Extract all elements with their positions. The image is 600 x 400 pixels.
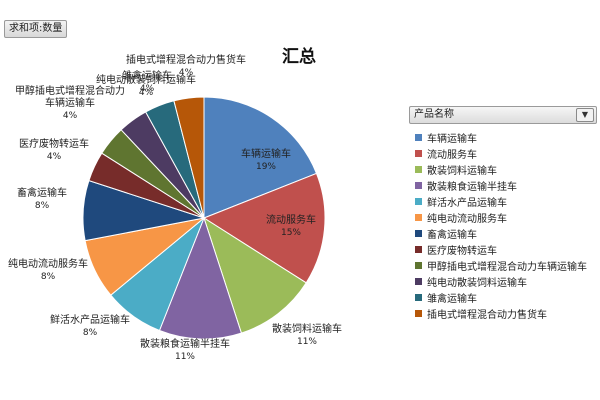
slice-percent-label: 19% (256, 162, 276, 172)
legend-label: 散装粮食运输半挂车 (427, 181, 517, 193)
slice-percent-label: 4% (139, 88, 154, 98)
slice-percent-label: 4% (179, 68, 194, 78)
legend-swatch (415, 229, 422, 237)
legend-swatch (415, 245, 422, 253)
slice-label-text: 纯电动散装饲料运输车 (96, 73, 196, 86)
slice-label-text: 车辆运输车 (241, 147, 291, 160)
slice-label: 纯电动流动服务车 8% (8, 257, 88, 282)
legend-label: 纯电动流动服务车 (427, 213, 507, 225)
legend-item[interactable]: 纯电动流动服务车 (409, 209, 597, 225)
pie-slice[interactable] (158, 216, 243, 340)
legend-swatch (415, 309, 422, 317)
legend-field-header[interactable]: 产品名称 ▼ (409, 106, 597, 124)
slice-label: 医疗废物转运车 4% (19, 137, 89, 162)
pie-slice[interactable] (203, 96, 318, 219)
slice-label: 鲜活水产品运输车 8% (50, 313, 130, 338)
slice-label-text: 插电式增程混合动力售货车 (126, 53, 246, 66)
legend-swatch (415, 181, 422, 189)
legend-item[interactable]: 散装饲料运输车 (409, 161, 597, 177)
slice-label-text: 车辆运输车 (45, 96, 95, 109)
legend-swatch (415, 293, 422, 301)
legend-label: 雏禽运输车 (427, 293, 477, 305)
slice-label: 散装饲料运输车 11% (272, 322, 342, 347)
slice-label-text: 雏禽运输车 (122, 69, 172, 82)
slice-label: 流动服务车 15% (266, 213, 316, 238)
slice-label-text: 医疗废物转运车 (19, 137, 89, 150)
legend-label: 散装饲料运输车 (427, 165, 497, 177)
pie-slice[interactable] (173, 96, 205, 219)
slice-percent-label: 15% (281, 228, 301, 238)
slice-label-text: 甲醇插电式增程混合动力 (15, 84, 125, 97)
legend-item[interactable]: 纯电动散装饲料运输车 (409, 273, 597, 289)
legend-label: 纯电动散装饲料运输车 (427, 277, 527, 289)
slice-label-text: 流动服务车 (266, 213, 316, 226)
legend-swatch (415, 149, 422, 157)
slice-percent-label: 11% (297, 337, 317, 347)
legend-item[interactable]: 车辆运输车 (409, 129, 597, 145)
slice-label-text: 纯电动流动服务车 (8, 257, 88, 270)
slice-percent-label: 8% (35, 201, 50, 211)
pie-slice[interactable] (203, 216, 307, 334)
legend-swatch (415, 261, 422, 269)
slice-label: 甲醇插电式增程混合动力车辆运输车 4% (15, 84, 125, 121)
legend-label: 流动服务车 (427, 149, 477, 161)
slice-percent-label: 8% (41, 272, 56, 282)
legend-item[interactable]: 甲醇插电式增程混合动力车辆运输车 (409, 257, 597, 273)
legend-item[interactable]: 流动服务车 (409, 145, 597, 161)
slice-label: 车辆运输车 19% (241, 147, 291, 172)
slice-label: 散装粮食运输半挂车 11% (140, 337, 230, 362)
slice-label: 雏禽运输车 4% (122, 69, 172, 94)
slice-percent-label: 11% (175, 352, 195, 362)
legend-label: 车辆运输车 (427, 133, 477, 145)
legend-item[interactable]: 雏禽运输车 (409, 289, 597, 305)
slice-percent-label: 4% (140, 84, 155, 94)
filter-dropdown-icon[interactable]: ▼ (576, 108, 594, 122)
slice-label: 畜禽运输车 8% (17, 186, 67, 211)
legend-swatch (415, 197, 422, 205)
legend-label: 插电式增程混合动力售货车 (427, 309, 547, 321)
legend-swatch (415, 165, 422, 173)
legend-label: 畜禽运输车 (427, 229, 477, 241)
slice-percent-label: 4% (47, 152, 62, 162)
slice-label-text: 畜禽运输车 (17, 186, 67, 199)
legend-item[interactable]: 医疗废物转运车 (409, 241, 597, 257)
legend-swatch (415, 213, 422, 221)
slice-label-text: 鲜活水产品运输车 (50, 313, 130, 326)
legend-header-label: 产品名称 (414, 109, 454, 120)
slice-label-text: 散装饲料运输车 (272, 322, 342, 335)
slice-percent-label: 4% (63, 111, 78, 121)
legend-label: 医疗废物转运车 (427, 245, 497, 257)
slice-label: 插电式增程混合动力售货车 4% (126, 53, 246, 78)
slice-label-text: 散装粮食运输半挂车 (140, 337, 230, 350)
legend-item[interactable]: 插电式增程混合动力售货车 (409, 305, 597, 321)
legend-item[interactable]: 畜禽运输车 (409, 225, 597, 241)
pie-slice[interactable] (202, 172, 326, 284)
chart-title: 汇总 (282, 47, 316, 67)
legend-label: 甲醇插电式增程混合动力车辆运输车 (427, 261, 587, 273)
legend-swatch (415, 133, 422, 141)
slice-percent-label: 8% (83, 328, 98, 338)
value-field-button[interactable]: 求和项:数量 (4, 20, 68, 38)
legend-item[interactable]: 鲜活水产品运输车 (409, 193, 597, 209)
legend-swatch (415, 277, 422, 285)
legend: 产品名称 ▼ 车辆运输车流动服务车散装饲料运输车散装粮食运输半挂车 鲜活水产品运输… (409, 106, 597, 321)
legend-item[interactable]: 散装粮食运输半挂车 (409, 177, 597, 193)
legend-label: 鲜活水产品运输车 (427, 197, 507, 209)
legend-items: 车辆运输车流动服务车散装饲料运输车散装粮食运输半挂车 鲜活水产品运输车 纯电动流动服… (409, 129, 597, 321)
